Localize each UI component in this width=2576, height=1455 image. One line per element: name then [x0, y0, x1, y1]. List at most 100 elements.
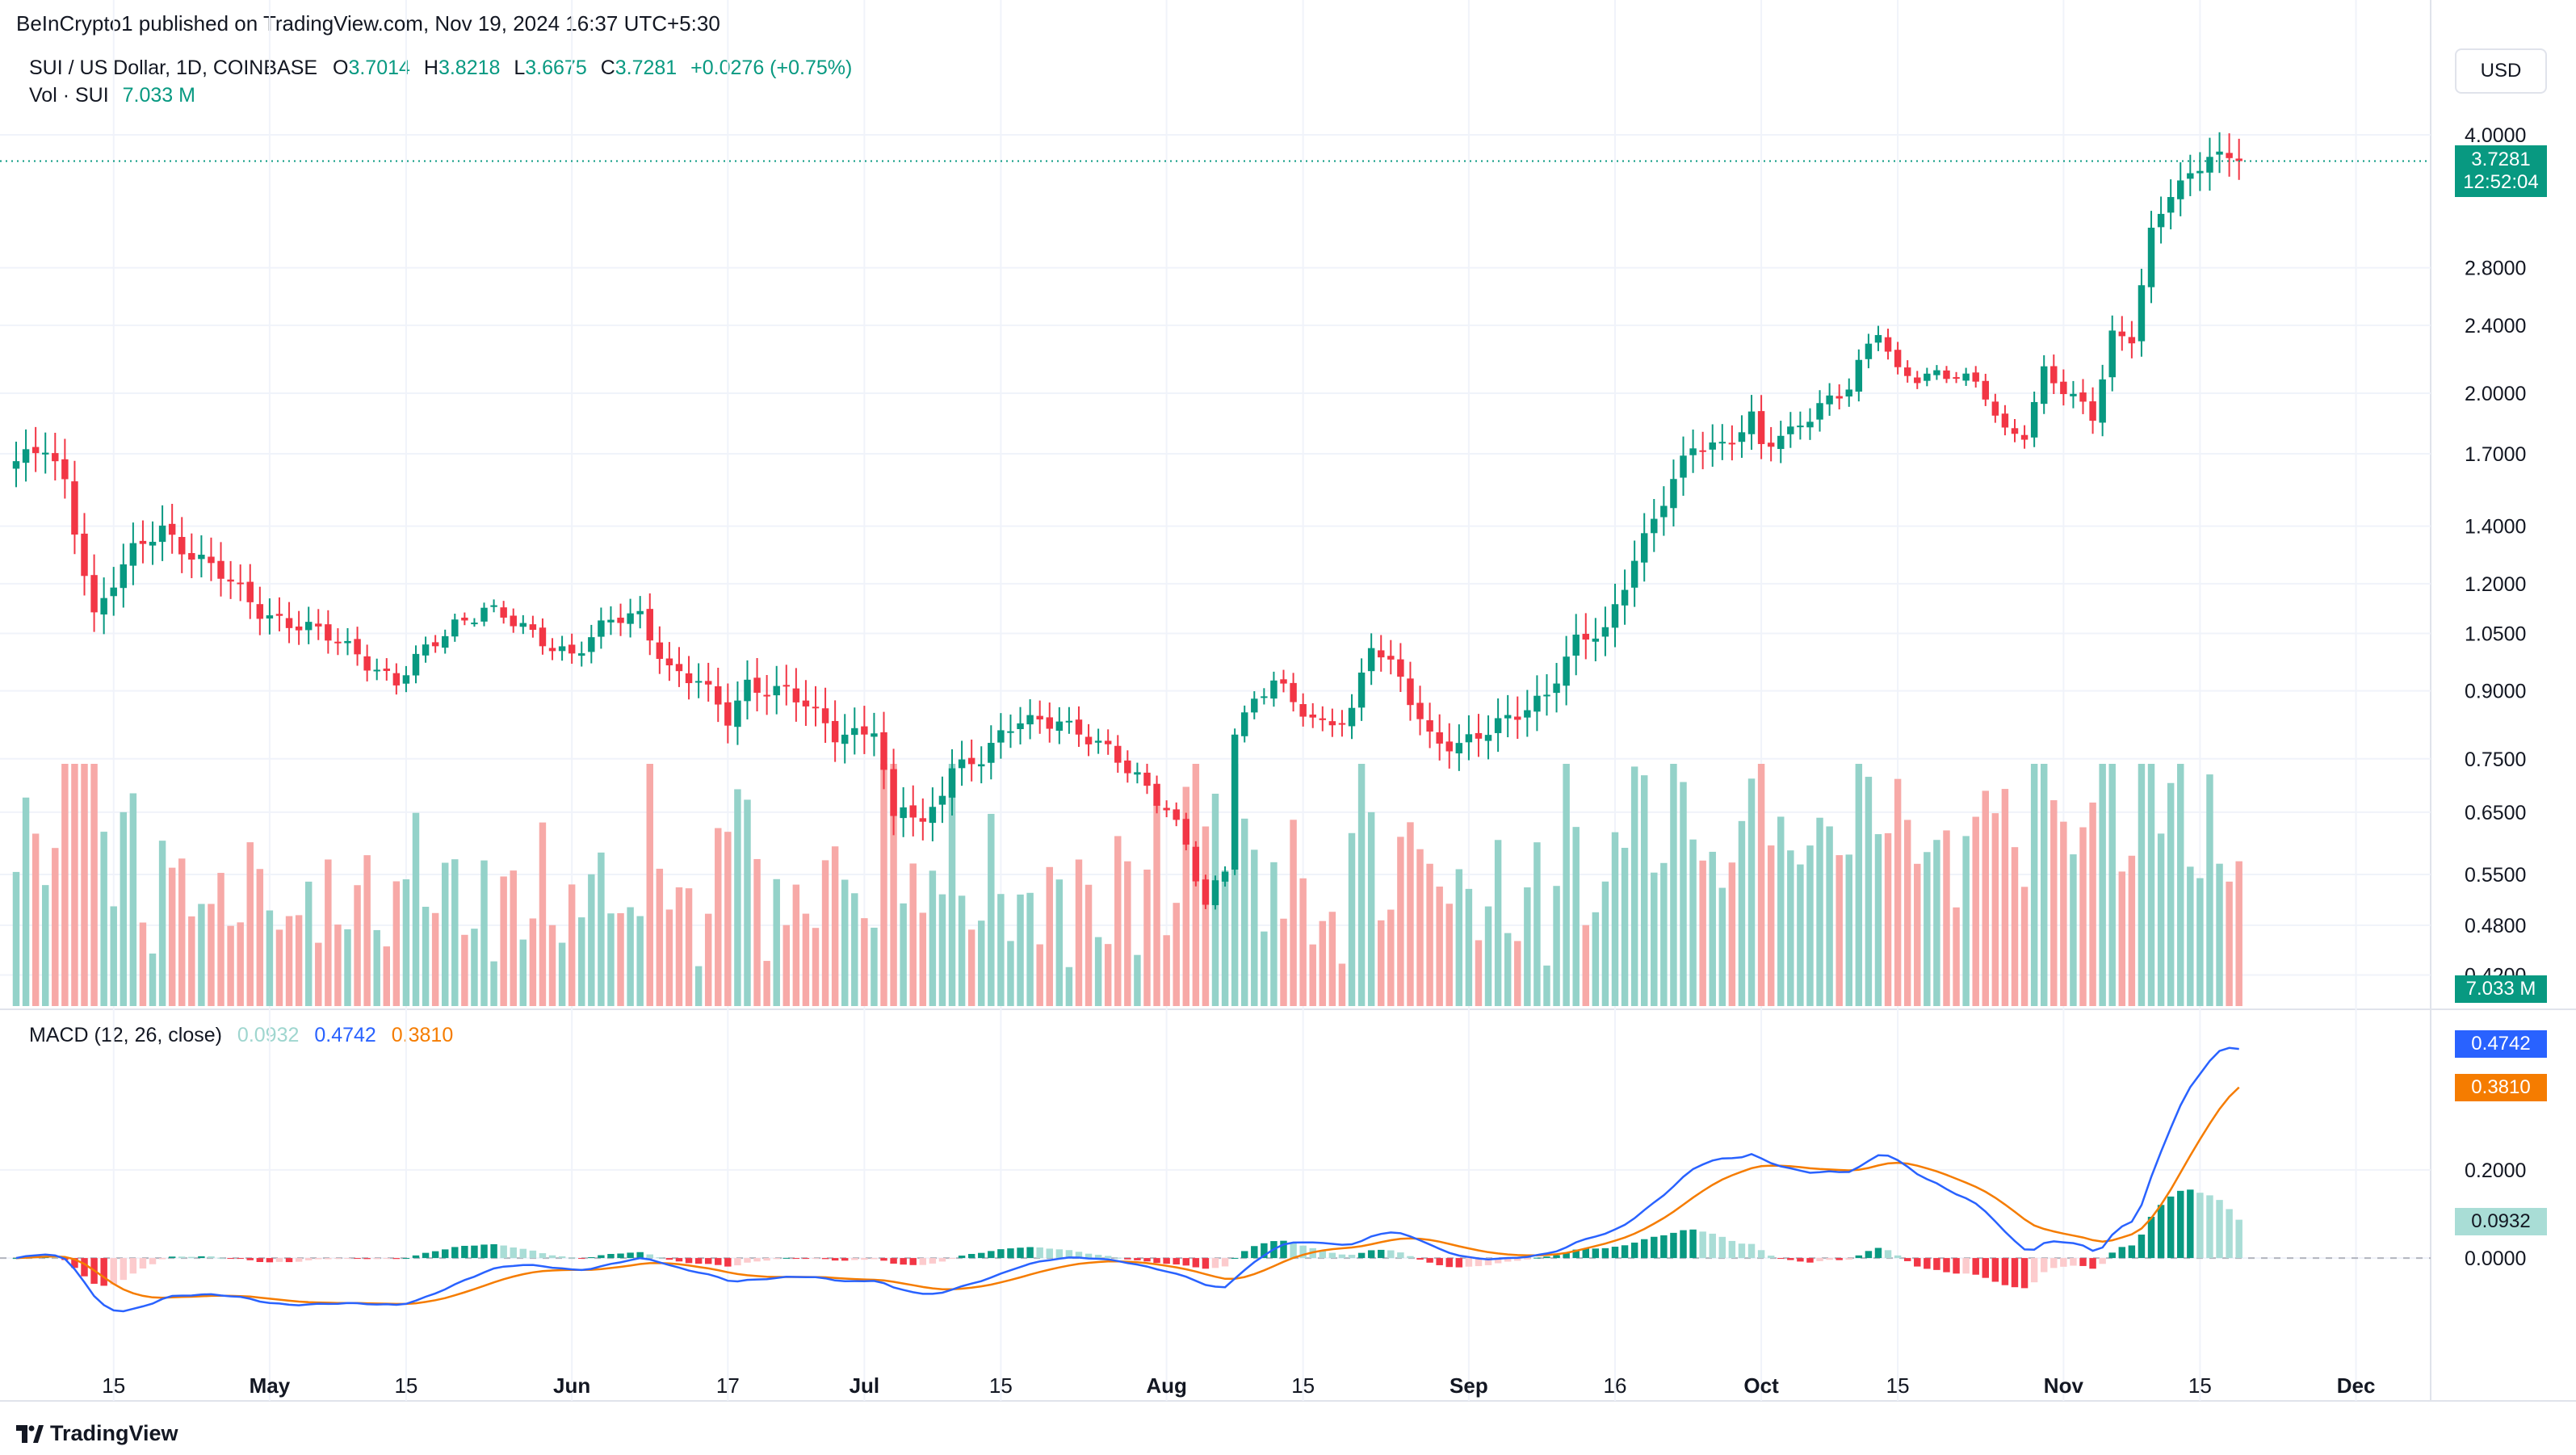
time-tick-label: 15 [1291, 1373, 1315, 1398]
macd-histogram-bar [1494, 1258, 1502, 1264]
candle [1143, 763, 1151, 795]
candle [1290, 673, 1297, 712]
volume-bar [1572, 827, 1580, 1006]
currency-button[interactable]: USD [2455, 48, 2547, 94]
candle [519, 614, 527, 635]
volume-bar [841, 879, 849, 1006]
volume-bar [1348, 832, 1356, 1006]
volume-bar [773, 878, 780, 1006]
candle [997, 713, 1005, 759]
candle [1367, 633, 1375, 686]
volume-bar [1553, 886, 1560, 1006]
candle-body [1728, 442, 1736, 445]
candle-body [568, 644, 576, 654]
candle-body [1416, 702, 1424, 719]
candle [1387, 639, 1395, 675]
macd-histogram-bar [363, 1258, 371, 1260]
candle-body [988, 743, 995, 763]
candle-body [110, 587, 117, 597]
candle [1524, 690, 1531, 737]
volume-bar [1777, 816, 1785, 1006]
macd-histogram-bar [548, 1255, 556, 1259]
volume-bar [1747, 778, 1756, 1006]
candle-body [1874, 334, 1882, 343]
candle [1240, 705, 1248, 743]
volume-tag: 7.033 M [2455, 975, 2547, 1003]
candle-body [782, 685, 791, 687]
candle-body [2167, 197, 2175, 213]
candle-body [1563, 656, 1570, 686]
candle [373, 658, 380, 681]
volume-bar [617, 912, 624, 1006]
candle-body [1747, 411, 1756, 434]
candle [821, 687, 829, 743]
candle-body [129, 543, 137, 566]
volume-bar [178, 858, 186, 1006]
macd-histogram-bar [1397, 1252, 1404, 1259]
candle-body [694, 681, 703, 683]
macd-histogram-bar [763, 1258, 770, 1261]
candle-body [1231, 734, 1239, 870]
candle-body [1621, 589, 1629, 606]
volume-bar [909, 863, 917, 1006]
candle [1163, 800, 1170, 818]
volume-bar [1533, 842, 1541, 1006]
candle [158, 505, 166, 561]
candle-body [598, 620, 605, 637]
candle-body [1104, 740, 1112, 744]
macd-histogram-bar [1845, 1258, 1852, 1260]
candle [1865, 333, 1873, 369]
volume-bar [1475, 940, 1483, 1006]
volume-bar [81, 764, 88, 1006]
volume-bar [2030, 764, 2038, 1006]
volume-bar [1991, 813, 1999, 1006]
candle-body [2177, 180, 2184, 199]
candle-body [1924, 373, 1931, 381]
macd-histogram-bar [1826, 1258, 1833, 1260]
candle [909, 785, 917, 837]
time-tick-label: 15 [394, 1373, 417, 1398]
candle [1563, 635, 1570, 706]
candle-body [1309, 714, 1316, 718]
candle [2050, 354, 2058, 395]
macd-histogram-bar [1514, 1258, 1521, 1261]
volume-bar [967, 929, 975, 1006]
macd-histogram-bar [1972, 1258, 1979, 1275]
volume-value: 7.033 M [122, 84, 195, 107]
macd-histogram-bar [2060, 1258, 2067, 1267]
macd-histogram-bar [1290, 1243, 1297, 1259]
candle-body [2187, 173, 2194, 179]
volume-bar [1972, 816, 1979, 1006]
volume-bar [919, 912, 927, 1006]
volume-bar [1104, 944, 1112, 1006]
candle [100, 577, 107, 635]
volume-bar [1153, 803, 1160, 1006]
volume-bar [1338, 963, 1346, 1006]
macd-histogram-bar [373, 1258, 380, 1260]
candle [1747, 395, 1756, 450]
candle [2060, 369, 2067, 406]
candle [2216, 132, 2223, 174]
macd-histogram-bar [588, 1257, 595, 1259]
candle [1991, 393, 1999, 423]
candle-body [510, 615, 517, 627]
candle-body [744, 679, 751, 702]
candle-body [1426, 720, 1433, 732]
volume-bar [2011, 847, 2019, 1006]
candle-body [1202, 879, 1210, 905]
candle [578, 641, 585, 667]
volume-bar [782, 925, 791, 1006]
candle [2108, 315, 2116, 392]
candle [1787, 412, 1794, 448]
macd-histogram-bar [1582, 1248, 1590, 1259]
macd-histogram-bar [802, 1258, 810, 1260]
candle [2206, 137, 2213, 191]
candle [2167, 179, 2175, 230]
volume-bar [1046, 866, 1053, 1006]
volume-bar [2235, 861, 2242, 1006]
candle-body [890, 769, 897, 816]
tradingview-logo[interactable]: TradingView [16, 1421, 178, 1446]
macd-histogram-bar [1357, 1252, 1366, 1259]
candle-body [900, 807, 907, 819]
